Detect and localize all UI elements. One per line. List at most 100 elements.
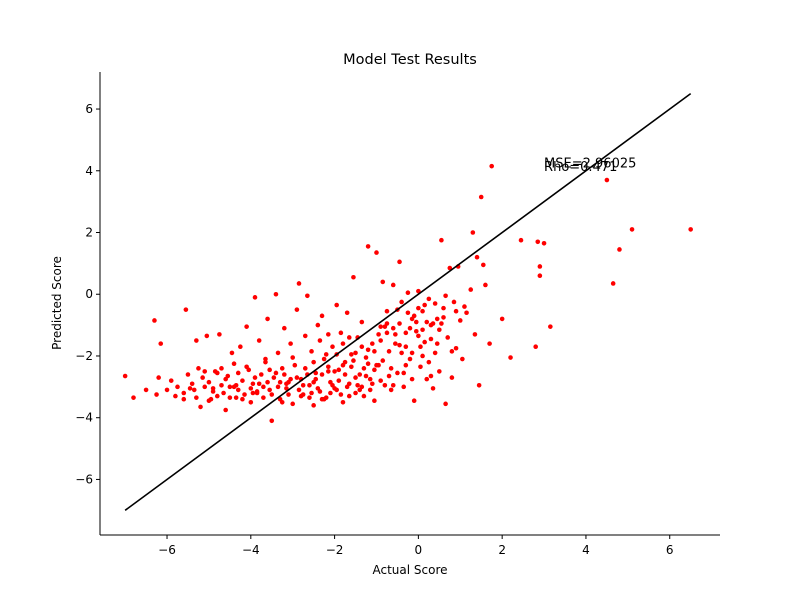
- data-point: [204, 333, 210, 339]
- data-point: [441, 305, 446, 311]
- data-point: [340, 362, 346, 368]
- data-point: [384, 321, 390, 326]
- data-point: [437, 369, 442, 374]
- data-point: [302, 333, 308, 339]
- data-point: [307, 383, 312, 388]
- data-point: [374, 362, 379, 368]
- data-point: [617, 247, 622, 252]
- data-point: [380, 358, 386, 363]
- data-point: [326, 364, 331, 370]
- data-point: [154, 392, 159, 397]
- data-point: [233, 395, 239, 400]
- data-point: [198, 404, 203, 410]
- data-point: [122, 373, 128, 379]
- data-point: [277, 379, 283, 385]
- data-point: [202, 369, 208, 374]
- data-point: [378, 378, 383, 383]
- data-point: [292, 362, 298, 368]
- data-point: [420, 327, 425, 333]
- data-point: [191, 387, 197, 393]
- x-tick-label: −6: [158, 543, 176, 557]
- data-point: [422, 339, 427, 345]
- data-point: [483, 282, 488, 288]
- y-tick-label: −6: [75, 472, 93, 486]
- data-point: [359, 319, 365, 325]
- data-point: [439, 321, 444, 326]
- y-ticks: −6 −4 −2 0 2 4 6: [75, 102, 100, 486]
- data-point: [397, 321, 402, 326]
- data-point: [338, 392, 344, 397]
- data-point: [472, 332, 478, 337]
- data-point: [386, 373, 392, 379]
- data-point: [407, 356, 413, 362]
- data-point: [411, 398, 417, 404]
- data-point: [390, 383, 396, 388]
- data-point: [403, 344, 409, 350]
- y-axis-label: Predicted Score: [50, 256, 64, 350]
- data-point: [317, 338, 323, 343]
- data-point: [426, 359, 432, 365]
- data-point: [265, 316, 270, 322]
- data-point: [353, 375, 358, 380]
- data-point: [326, 369, 331, 374]
- data-point: [445, 335, 451, 340]
- x-tick-label: 6: [666, 543, 674, 557]
- data-point: [453, 345, 459, 351]
- data-point: [422, 302, 427, 308]
- data-point: [273, 370, 279, 376]
- data-point: [420, 353, 425, 359]
- data-point: [388, 366, 394, 371]
- data-point: [261, 395, 266, 400]
- data-point: [240, 378, 245, 383]
- data-point: [152, 318, 157, 323]
- data-point: [156, 375, 161, 380]
- data-point: [338, 330, 344, 336]
- data-point: [384, 330, 390, 336]
- data-point: [200, 375, 205, 380]
- data-point: [158, 341, 164, 346]
- data-point: [187, 386, 193, 391]
- data-point: [267, 387, 272, 393]
- data-point: [382, 383, 388, 388]
- data-point: [443, 401, 448, 407]
- data-point: [181, 390, 187, 396]
- data-point: [263, 356, 268, 362]
- data-point: [380, 279, 386, 285]
- data-point: [164, 387, 170, 393]
- data-point: [453, 308, 459, 314]
- data-point: [489, 163, 494, 169]
- data-point: [252, 295, 258, 300]
- data-point: [311, 403, 316, 408]
- data-point: [206, 398, 212, 404]
- data-point: [407, 325, 413, 331]
- data-point: [508, 355, 513, 360]
- data-point: [390, 325, 396, 331]
- data-point: [290, 355, 296, 360]
- data-point: [194, 338, 199, 343]
- data-point: [610, 281, 616, 286]
- y-tick-label: 2: [85, 226, 93, 240]
- data-point: [332, 369, 337, 374]
- data-point: [443, 293, 448, 299]
- data-point: [229, 350, 235, 356]
- data-point: [359, 344, 365, 350]
- data-point: [365, 347, 371, 353]
- data-point: [330, 344, 335, 350]
- rho-annotation: Rho=0.471: [544, 160, 617, 175]
- data-point: [535, 239, 541, 245]
- data-point: [413, 328, 419, 334]
- data-point: [378, 338, 383, 343]
- data-point: [451, 299, 457, 305]
- data-point: [428, 336, 434, 342]
- plot-area: [122, 92, 693, 511]
- data-point: [196, 366, 201, 371]
- data-point: [409, 376, 415, 382]
- data-point: [334, 302, 339, 308]
- data-point: [258, 372, 264, 377]
- data-point: [302, 366, 308, 371]
- data-point: [261, 384, 266, 390]
- data-point: [353, 350, 358, 356]
- data-point: [401, 370, 407, 376]
- y-tick-label: 0: [85, 287, 93, 301]
